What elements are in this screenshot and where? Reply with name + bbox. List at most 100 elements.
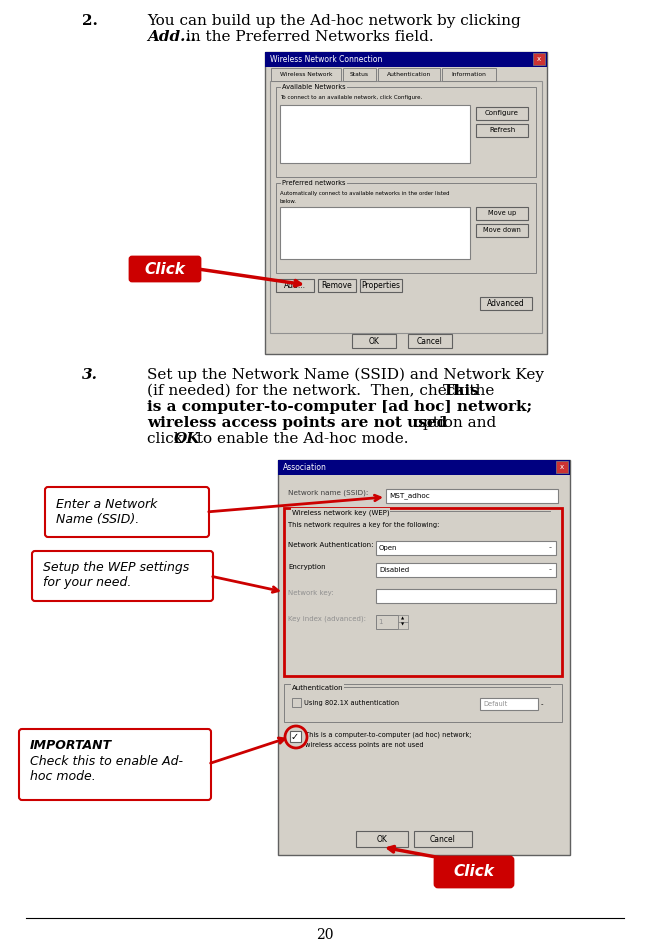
Text: Network Authentication:: Network Authentication:: [288, 542, 374, 548]
Text: Association: Association: [283, 463, 327, 472]
Bar: [290, 731, 301, 742]
Bar: [376, 589, 556, 603]
Text: hoc mode.: hoc mode.: [30, 770, 96, 783]
Text: wireless access points are not used: wireless access points are not used: [147, 416, 447, 430]
Text: ▲: ▲: [402, 616, 404, 620]
Bar: [352, 334, 396, 348]
Text: ✓: ✓: [291, 732, 299, 742]
Text: Click: Click: [454, 865, 495, 880]
Text: Information: Information: [452, 72, 486, 77]
Text: below.: below.: [280, 199, 297, 204]
Text: Network key:: Network key:: [288, 590, 333, 596]
Text: Cancel: Cancel: [430, 835, 456, 843]
Bar: [276, 183, 536, 273]
Text: to enable the Ad-hoc mode.: to enable the Ad-hoc mode.: [192, 432, 408, 446]
Bar: [278, 460, 570, 475]
Text: To connect to an available network, click Configure.: To connect to an available network, clic…: [280, 95, 422, 100]
Bar: [343, 68, 376, 81]
Bar: [280, 105, 470, 163]
Text: You can build up the Ad-hoc network by clicking: You can build up the Ad-hoc network by c…: [147, 14, 521, 28]
Text: OK: OK: [174, 432, 200, 446]
Bar: [476, 107, 528, 120]
Bar: [398, 615, 408, 622]
FancyBboxPatch shape: [45, 487, 209, 537]
Text: Enter a Network: Enter a Network: [56, 498, 157, 511]
Text: 2.: 2.: [82, 14, 98, 28]
Text: Available Networks: Available Networks: [282, 84, 346, 90]
Bar: [480, 698, 538, 710]
Text: Move down: Move down: [483, 227, 521, 234]
Bar: [414, 831, 472, 847]
Text: MST_adhoc: MST_adhoc: [389, 493, 430, 500]
Text: Default: Default: [483, 701, 507, 707]
Text: wireless access points are not used: wireless access points are not used: [305, 742, 424, 748]
Text: Authentication: Authentication: [292, 685, 344, 691]
Text: click: click: [147, 432, 188, 446]
Text: This is a computer-to-computer (ad hoc) network;: This is a computer-to-computer (ad hoc) …: [305, 732, 471, 738]
Text: for your need.: for your need.: [43, 576, 131, 589]
Bar: [378, 68, 440, 81]
Text: -: -: [541, 701, 543, 707]
Bar: [284, 684, 562, 722]
FancyBboxPatch shape: [435, 857, 513, 887]
Text: Authentication: Authentication: [387, 72, 431, 77]
Bar: [276, 279, 314, 292]
Text: Set up the Network Name (SSID) and Network Key: Set up the Network Name (SSID) and Netwo…: [147, 368, 544, 382]
Bar: [360, 279, 402, 292]
Bar: [292, 698, 301, 707]
Text: 1: 1: [378, 619, 382, 625]
Bar: [556, 461, 568, 473]
Text: in the Preferred Networks field.: in the Preferred Networks field.: [181, 30, 434, 44]
Text: (if needed) for the network.  Then, check the: (if needed) for the network. Then, check…: [147, 384, 499, 398]
FancyBboxPatch shape: [130, 257, 200, 281]
Text: Name (SSID).: Name (SSID).: [56, 513, 139, 526]
Text: Check this to enable Ad-: Check this to enable Ad-: [30, 755, 183, 768]
Bar: [265, 52, 547, 354]
Bar: [278, 460, 570, 855]
FancyBboxPatch shape: [19, 729, 211, 800]
Text: Add...: Add...: [284, 281, 306, 290]
Text: Properties: Properties: [361, 281, 400, 290]
Bar: [480, 297, 532, 310]
Text: Open: Open: [379, 545, 398, 551]
Text: Add...: Add...: [147, 30, 196, 44]
Bar: [476, 124, 528, 137]
Bar: [398, 622, 408, 629]
Bar: [265, 52, 547, 67]
Bar: [376, 541, 556, 555]
Bar: [270, 81, 542, 333]
Text: x: x: [537, 56, 541, 62]
Text: Click: Click: [144, 261, 185, 276]
FancyBboxPatch shape: [32, 551, 213, 601]
Text: Remove: Remove: [322, 281, 352, 290]
Text: Refresh: Refresh: [489, 128, 515, 133]
Text: 20: 20: [317, 928, 333, 939]
Bar: [356, 831, 408, 847]
Text: -: -: [549, 565, 551, 575]
Bar: [476, 207, 528, 220]
Text: Network name (SSID):: Network name (SSID):: [288, 490, 369, 497]
Text: is a computer-to-computer [ad hoc] network;: is a computer-to-computer [ad hoc] netwo…: [147, 400, 532, 414]
Bar: [533, 53, 545, 65]
Text: Key index (advanced):: Key index (advanced):: [288, 616, 366, 623]
Bar: [442, 68, 496, 81]
Text: -: -: [549, 544, 551, 552]
Bar: [318, 279, 356, 292]
Text: Encryption: Encryption: [288, 564, 326, 570]
Bar: [280, 207, 470, 259]
Bar: [376, 563, 556, 577]
Text: Disabled: Disabled: [379, 567, 409, 573]
Text: This network requires a key for the following:: This network requires a key for the foll…: [288, 522, 439, 528]
Text: OK: OK: [376, 835, 387, 843]
Text: Configure: Configure: [485, 111, 519, 116]
Bar: [284, 508, 562, 676]
Text: Preferred networks: Preferred networks: [282, 180, 346, 186]
Text: Status: Status: [350, 72, 369, 77]
Text: Automatically connect to available networks in the order listed: Automatically connect to available netwo…: [280, 191, 450, 196]
Bar: [376, 615, 398, 629]
Text: Wireless network key (WEP): Wireless network key (WEP): [292, 509, 389, 516]
Text: option and: option and: [409, 416, 496, 430]
Text: IMPORTANT: IMPORTANT: [30, 739, 112, 752]
Text: OK: OK: [369, 336, 380, 346]
Bar: [476, 224, 528, 237]
